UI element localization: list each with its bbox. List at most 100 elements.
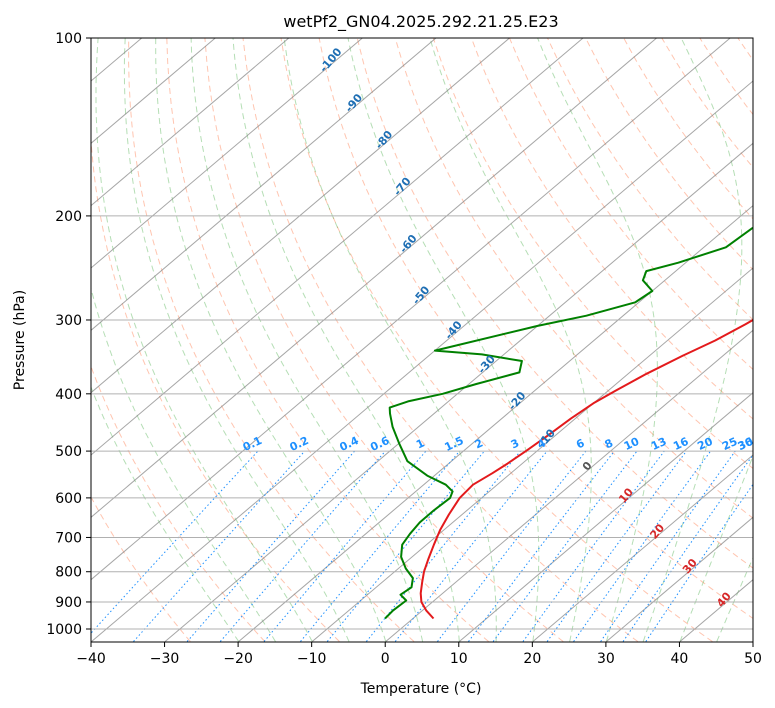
- moist-adiabat-line: [429, 38, 592, 642]
- isotherm-line: [606, 516, 753, 642]
- mixing-ratio-label: 10: [622, 435, 642, 453]
- isotherm-line: [459, 392, 753, 642]
- x-tick-label: −30: [150, 651, 180, 667]
- y-tick-label: 800: [55, 565, 82, 581]
- y-axis: 100 200 300 400 500 600 700 800 900 1000: [46, 31, 91, 638]
- y-tick-label: 600: [55, 491, 82, 507]
- x-axis: −40 −30 −20 −10 0 10 20 30 40 50: [76, 642, 762, 667]
- isotherm-line: [385, 329, 753, 642]
- y-tick-label: 1000: [46, 622, 82, 638]
- isotherm-label: 20: [647, 521, 667, 541]
- dry-adiabat-line: [699, 38, 753, 116]
- moist-adiabat-line: [679, 454, 753, 642]
- dry-adiabat-line: [166, 38, 489, 642]
- isotherm-line: [91, 38, 584, 456]
- isotherm-line: [238, 204, 753, 642]
- mixing-ratio-line: [573, 450, 712, 642]
- mixing-ratio-line: [326, 450, 485, 642]
- x-tick-label: 20: [523, 651, 541, 667]
- mixing-ratio-label: 20: [695, 435, 715, 453]
- y-tick-label: 900: [55, 595, 82, 611]
- isotherm-label: -40: [442, 318, 465, 342]
- plot-frame: [90, 37, 754, 643]
- y-tick-label: 300: [55, 313, 82, 329]
- moist-adiabat-line: [283, 38, 497, 642]
- dry-adiabat-line: [91, 365, 266, 642]
- dry-adiabat-line: [470, 38, 753, 420]
- mixing-ratio-line: [437, 450, 587, 642]
- mixing-ratio-line: [546, 450, 687, 642]
- dry-adiabat-line: [623, 38, 753, 220]
- y-tick-label: 200: [55, 209, 82, 225]
- series-layer: [384, 226, 753, 620]
- isotherm-line: [754, 38, 775, 642]
- dewpoint-line: [384, 226, 753, 620]
- dry-adiabat-line: [91, 38, 340, 642]
- x-tick-label: 0: [381, 651, 390, 667]
- mixing-ratio-label: 2: [473, 436, 485, 451]
- isotherm-line: [679, 579, 753, 642]
- y-axis-title: Pressure (hPa): [12, 290, 28, 390]
- mixing-ratio-label: 30: [736, 435, 756, 453]
- isotherm-label: 30: [680, 556, 700, 576]
- temperature-line: [419, 318, 753, 620]
- mixing-ratio-line: [468, 450, 615, 642]
- moist-adiabat-line: [716, 556, 753, 642]
- y-tick-label: 700: [55, 530, 82, 546]
- y-tick-label: 400: [55, 387, 82, 403]
- mixing-ratio-label: 36: [736, 435, 756, 453]
- isotherm-label: -60: [397, 232, 420, 256]
- isotherm-line: [91, 38, 437, 331]
- dry-adiabat-line: [356, 38, 753, 569]
- isotherm-line: [91, 80, 753, 642]
- isotherm-line: [311, 267, 753, 642]
- isotherm-line: [164, 142, 753, 642]
- x-axis-title: Temperature (°C): [360, 681, 482, 697]
- mixing-ratio-label: 16: [671, 435, 691, 453]
- mixing-ratio-label: 13: [649, 435, 668, 453]
- x-tick-label: −10: [297, 651, 327, 667]
- isotherm-line: [91, 38, 290, 207]
- x-tick-label: −40: [76, 651, 106, 667]
- dry-adiabat-line: [547, 38, 753, 321]
- isotherm-line: [91, 38, 657, 518]
- mixing-ratio-label: 3: [509, 436, 521, 451]
- pressure-grid: [91, 37, 753, 630]
- dry-adiabat-line: [204, 38, 564, 642]
- mixing-ratio-line: [300, 450, 460, 642]
- isotherm-label: -20: [506, 389, 529, 413]
- moist-adiabat-line: [537, 38, 658, 642]
- mixing-ratio-line: [645, 483, 753, 642]
- mixing-ratio-line: [622, 454, 753, 642]
- isotherm-line: [91, 38, 216, 144]
- x-tick-label: 40: [671, 651, 689, 667]
- mixing-ratio-line: [263, 450, 427, 642]
- x-tick-label: 10: [450, 651, 468, 667]
- dry-adiabat-line: [128, 38, 415, 642]
- moist-adiabat-line: [123, 38, 350, 642]
- x-tick-label: −20: [223, 651, 253, 667]
- moist-adiabat-line: [91, 385, 240, 642]
- dry-adiabat-line: [432, 38, 753, 470]
- isotherm-line: [91, 38, 731, 581]
- moist-adiabat-line: [155, 38, 387, 642]
- dry-adiabat-line: [394, 38, 753, 519]
- mixing-ratio-line: [492, 450, 638, 642]
- y-tick-label: 100: [55, 31, 82, 47]
- mixing-ratio-label: 6: [574, 436, 587, 451]
- isotherm-label: 0: [580, 459, 595, 473]
- isotherm-line: [532, 454, 753, 642]
- isotherm-label: 10: [616, 485, 636, 505]
- moist-adiabat-line: [642, 38, 743, 642]
- isotherm-label: -80: [373, 128, 396, 152]
- moist-adiabat-line: [95, 38, 313, 642]
- isotherm-line: [91, 38, 510, 394]
- moist-adiabat-line: [347, 38, 540, 642]
- mixing-ratio-line: [133, 450, 306, 642]
- chart-title: wetPf2_GN04.2025.292.21.25.E23: [283, 12, 558, 32]
- mixing-ratio-line: [600, 450, 736, 642]
- mixing-ratio-line: [219, 450, 386, 642]
- moist-adiabat-line: [190, 38, 424, 642]
- mixing-ratio-line: [186, 450, 355, 642]
